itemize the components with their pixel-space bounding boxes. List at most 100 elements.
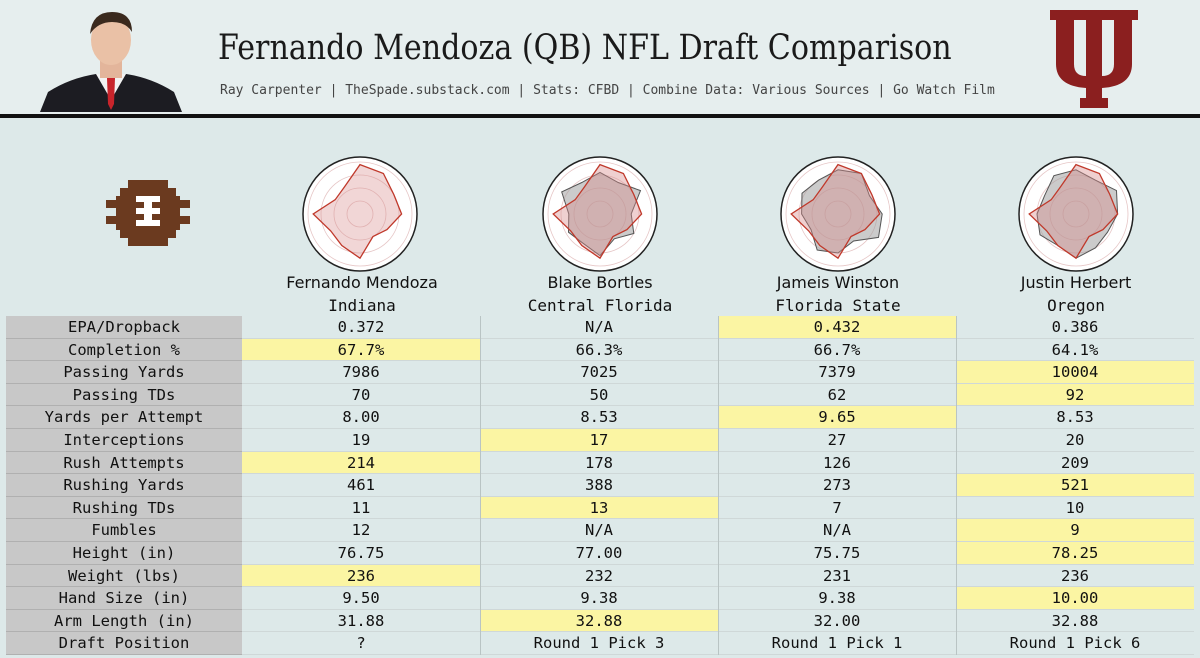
table-row: Completion % 67.7% 66.3% 66.7% 64.1% [6, 338, 1194, 362]
table-cell: 178 [480, 452, 718, 475]
table-row: Draft Position? Round 1 Pick 3 Round 1 Pic… [6, 632, 1194, 655]
table-cell: 50 [480, 384, 718, 407]
row-label: Passing TDs [6, 383, 242, 407]
table-cell: 231 [718, 565, 956, 588]
table-cell: 8.53 [480, 406, 718, 429]
table-cell: 9.38 [718, 587, 956, 610]
page-subtitle: Ray Carpenter | TheSpade.substack.com | … [220, 83, 995, 98]
table-row: Passing TDs 70 50 62 92 [6, 383, 1194, 407]
radar-series-mendoza [1028, 163, 1119, 260]
radar-chart-winston [780, 156, 896, 272]
table-cell: 10 [956, 497, 1194, 520]
table-cell: 7986 [242, 361, 480, 384]
column-divider [480, 316, 481, 655]
radar-gridline [785, 161, 891, 267]
table-cell: 236 [956, 565, 1194, 588]
row-label: Completion % [6, 338, 242, 362]
table-cell: 77.00 [480, 542, 718, 565]
table-cell: 66.7% [718, 339, 956, 362]
page-title: Fernando Mendoza (QB) NFL Draft Comparis… [218, 28, 952, 68]
table-cell: 7 [718, 497, 956, 520]
table-cell: 64.1% [956, 339, 1194, 362]
table-cell: 32.88 [480, 609, 718, 633]
row-label: Rushing Yards [6, 474, 242, 497]
table-cell: 0.372 [242, 316, 480, 339]
column-divider [718, 316, 719, 655]
table-cell: 13 [480, 496, 718, 520]
table-cell: 12 [242, 519, 480, 542]
comparison-table: EPA/Dropback 0.372 N/A 0.432 0.386 Completion… [6, 316, 1194, 655]
table-row: Rushing Yards 461 388 273 521 [6, 474, 1194, 497]
player-name: Justin Herbert [1020, 273, 1132, 292]
radar-gridline [333, 187, 387, 241]
table-cell: 209 [956, 452, 1194, 475]
radar-frame [302, 156, 418, 272]
row-label: Fumbles [6, 519, 242, 542]
table-cell: N/A [718, 519, 956, 542]
table-cell: 9.38 [480, 587, 718, 610]
table-cell: 17 [480, 428, 718, 452]
header [0, 0, 1200, 118]
table-cell: 20 [956, 429, 1194, 452]
radar-series-mendoza [552, 163, 643, 260]
table-cell: 27 [718, 429, 956, 452]
table-cell: Round 1 Pick 3 [480, 632, 718, 655]
row-label: Height (in) [6, 541, 242, 565]
table-row: Interceptions 19 17 27 20 [6, 428, 1194, 452]
table-cell: 7025 [480, 361, 718, 384]
table-cell: Round 1 Pick 6 [956, 632, 1194, 655]
table-cell: 461 [242, 474, 480, 497]
table-cell: 9.50 [242, 587, 480, 610]
radar-gridline [320, 174, 400, 254]
table-cell: 236 [242, 564, 480, 588]
player-headshot-icon [40, 12, 182, 112]
table-row: Passing Yards 7986 7025 7379 10004 [6, 361, 1194, 384]
table-row: Rush Attempts 214 178 126 209 [6, 451, 1194, 475]
radar-gridline [1023, 161, 1129, 267]
player-name: Blake Bortles [547, 273, 653, 292]
row-label: Hand Size (in) [6, 587, 242, 610]
radar-chart-bortles [542, 156, 658, 272]
player-name: Fernando Mendoza [286, 273, 438, 292]
table-cell: 62 [718, 384, 956, 407]
table-cell: 11 [242, 497, 480, 520]
table-cell: 0.432 [718, 316, 956, 339]
radar-gridline [307, 161, 413, 267]
row-label: Arm Length (in) [6, 609, 242, 633]
row-label: EPA/Dropback [6, 316, 242, 339]
table-cell: 0.386 [956, 316, 1194, 339]
player-school: Central Florida [527, 296, 673, 315]
table-cell: 126 [718, 452, 956, 475]
table-cell: 32.88 [956, 610, 1194, 633]
player-school: Oregon [1047, 296, 1105, 315]
table-row: EPA/Dropback 0.372 N/A 0.432 0.386 [6, 316, 1194, 339]
header-divider [0, 114, 1200, 118]
table-cell: 388 [480, 474, 718, 497]
table-row: Fumbles 12 N/A N/A 9 [6, 519, 1194, 542]
table-cell: 8.00 [242, 406, 480, 429]
row-label: Yards per Attempt [6, 406, 242, 429]
table-cell: 31.88 [242, 610, 480, 633]
radar-chart-herbert [1018, 156, 1134, 272]
table-cell: ? [242, 632, 480, 655]
column-divider [956, 316, 957, 655]
table-row: Weight (lbs) 236 232 231 236 [6, 564, 1194, 588]
table-cell: N/A [480, 519, 718, 542]
table-cell: Round 1 Pick 1 [718, 632, 956, 655]
table-cell: N/A [480, 316, 718, 339]
radar-series-comparison [561, 171, 642, 257]
radar-gridline [346, 200, 374, 228]
table-cell: 92 [956, 383, 1194, 407]
table-cell: 75.75 [718, 542, 956, 565]
table-cell: 214 [242, 451, 480, 475]
row-label: Passing Yards [6, 361, 242, 384]
table-cell: 78.25 [956, 541, 1194, 565]
table-cell: 70 [242, 384, 480, 407]
player-school: Florida State [775, 296, 901, 315]
table-cell: 9.65 [718, 406, 956, 429]
radar-series-mendoza [312, 163, 403, 260]
table-row: Yards per Attempt 8.00 8.53 9.65 8.53 [6, 406, 1194, 429]
table-cell: 8.53 [956, 406, 1194, 429]
row-label: Interceptions [6, 428, 242, 452]
radar-series-mendoza [790, 163, 881, 260]
